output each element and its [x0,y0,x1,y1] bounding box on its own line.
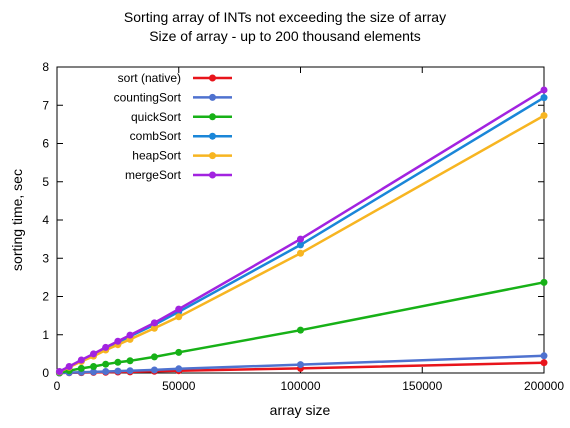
data-point [175,348,183,356]
data-point [297,326,304,334]
axis-ticks: 0 1 2 3 4 5 6 7 8 0 50000 100000 150000 200000 [42,60,564,393]
legend-marker [209,74,216,82]
x-tick-label: 0 [54,379,61,393]
data-point [540,359,548,367]
y-tick-label: 8 [42,60,49,74]
data-point [126,357,134,365]
data-point [175,305,183,313]
legend-marker [209,93,216,101]
data-point [90,368,98,376]
legend-label: quickSort [131,110,182,124]
data-point [175,365,183,373]
legend-marker [209,152,216,160]
data-point [90,350,98,358]
y-tick-label: 6 [42,137,49,151]
data-point [90,362,98,370]
data-point [540,94,548,102]
data-point [297,361,304,369]
data-point [540,112,548,120]
x-tick-label: 150000 [402,379,442,393]
x-tick-label: 50000 [162,379,196,393]
data-point [297,241,304,249]
legend-label: countingSort [114,90,182,104]
data-point [102,343,110,351]
x-tick-label: 100000 [280,379,320,393]
data-point [150,319,158,327]
legend-label: sort (native) [118,71,181,85]
data-point [297,249,304,257]
data-point [540,86,548,94]
data-point [77,364,85,372]
data-point [77,356,85,364]
legend-label: mergeSort [125,168,182,182]
y-tick-label: 3 [42,251,49,265]
y-tick-label: 0 [42,366,49,380]
y-tick-label: 5 [42,175,49,189]
data-point [114,337,122,345]
data-point [175,313,183,321]
data-point [126,331,134,339]
legend: sort (native) countingSort quickSort combSo… [114,71,232,182]
data-point [150,366,158,374]
data-point [55,367,63,375]
data-point [102,367,110,375]
data-point [114,367,122,375]
x-axis-label: array size [270,402,331,418]
y-tick-label: 2 [42,290,49,304]
series-group [55,86,548,377]
y-tick-label: 1 [42,328,49,342]
y-tick-label: 4 [42,213,49,227]
data-point [65,362,73,370]
data-point [126,367,134,375]
x-tick-label: 200000 [524,379,564,393]
legend-label: heapSort [132,149,181,163]
legend-label: combSort [130,129,182,143]
data-point [150,324,158,332]
data-point [150,353,158,361]
legend-marker [209,132,216,140]
data-point [540,352,548,360]
legend-marker [209,171,216,179]
data-point [297,235,304,243]
y-tick-label: 7 [42,98,49,112]
data-point [540,278,548,286]
legend-marker [209,113,216,121]
y-axis-label: sorting time, sec [9,169,25,271]
chart-subtitle: Size of array - up to 200 thousand eleme… [149,28,421,44]
chart-title: Sorting array of INTs not exceeding the … [123,9,447,25]
data-point [114,358,122,366]
data-point [102,360,110,368]
